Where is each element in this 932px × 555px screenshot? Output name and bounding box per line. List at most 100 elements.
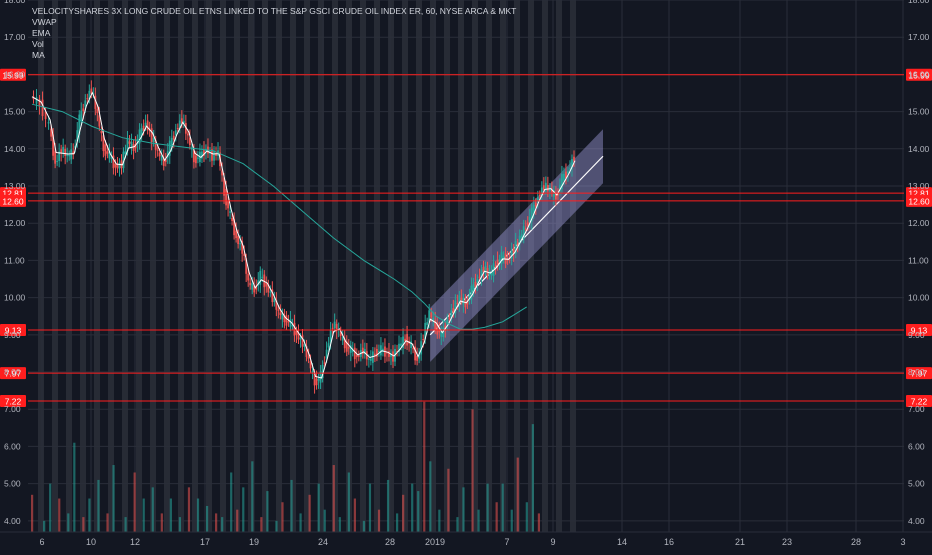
candle-body xyxy=(569,168,571,170)
level-tag-right xyxy=(906,367,932,380)
candle-body xyxy=(110,157,113,159)
indicator-ma[interactable]: MA xyxy=(32,50,45,60)
volume-bar xyxy=(299,513,302,532)
volume-bar xyxy=(133,472,136,532)
level-tag-right xyxy=(906,395,932,408)
session-band xyxy=(430,0,436,532)
volume-bar xyxy=(362,520,366,532)
candle-body xyxy=(257,280,260,286)
candle-body xyxy=(367,358,370,360)
session-band xyxy=(556,0,562,532)
candle-body xyxy=(532,204,535,215)
level-tag-label: 7.22 xyxy=(5,397,22,407)
x-tick-label: 16 xyxy=(664,537,674,547)
volume-bar xyxy=(178,517,182,532)
candle-body xyxy=(166,151,169,158)
y-tick-label: 8.00 xyxy=(908,367,925,377)
candle-body xyxy=(536,197,539,203)
candle-body xyxy=(317,378,320,381)
volume-bar xyxy=(411,483,414,532)
session-bands xyxy=(38,0,576,532)
volume-bar xyxy=(423,401,426,532)
indicator-ema[interactable]: EMA xyxy=(32,28,51,38)
volume-bar xyxy=(160,513,163,532)
session-band xyxy=(94,0,100,532)
candle-body xyxy=(237,235,240,245)
candle-body xyxy=(573,156,575,161)
candle-body xyxy=(134,144,137,149)
volume-bar xyxy=(73,442,76,532)
indicator-vwap[interactable]: VWAP xyxy=(32,17,57,27)
candle-body xyxy=(353,347,356,360)
candle-body xyxy=(422,339,425,341)
candle-body xyxy=(195,155,197,164)
candle-body xyxy=(323,362,326,364)
candle-body xyxy=(319,371,322,383)
candle-body xyxy=(470,285,473,300)
candle-body xyxy=(279,312,282,315)
candle-body xyxy=(480,269,483,278)
session-band xyxy=(304,0,310,532)
chart-legend: VELOCITYSHARES 3X LONG CRUDE OIL ETNS LI… xyxy=(32,6,516,61)
session-band xyxy=(500,0,506,532)
volume-bar xyxy=(317,483,320,532)
volume-bar xyxy=(88,498,91,532)
y-tick-label: 16.00 xyxy=(4,69,26,79)
candle-body xyxy=(565,171,567,179)
candle-body xyxy=(430,312,433,318)
x-tick-label: 24 xyxy=(318,537,328,547)
candle-body xyxy=(550,189,553,193)
candle-body xyxy=(52,134,55,156)
candle-body xyxy=(540,187,543,196)
candle-body xyxy=(450,310,453,319)
volume-bar xyxy=(456,517,459,532)
candle-body xyxy=(245,258,248,274)
volume-bar xyxy=(49,483,52,532)
candle-body xyxy=(311,371,314,373)
candle-body xyxy=(54,151,57,164)
candle-body xyxy=(313,373,316,386)
candle-body xyxy=(444,325,447,330)
volume-bar xyxy=(251,461,254,532)
y-tick-label: 4.00 xyxy=(4,516,21,526)
volume-bar xyxy=(347,472,350,532)
candle-body xyxy=(464,300,467,308)
volume-bars xyxy=(31,401,540,532)
session-band xyxy=(472,0,478,532)
candle-body xyxy=(500,252,503,264)
candle-body xyxy=(249,282,252,286)
candle-body xyxy=(462,298,465,305)
candle-body xyxy=(347,347,350,349)
candle-body xyxy=(355,354,358,358)
candle-body xyxy=(271,289,274,303)
y-tick-label: 10.00 xyxy=(908,293,930,303)
y-tick-label: 13.00 xyxy=(908,181,930,191)
candle-body xyxy=(498,259,501,262)
candle-body xyxy=(122,151,125,169)
x-axis: 6 10 12 17 19 24 28 2019 7 9 14 16 21 23 28 3 xyxy=(0,531,932,547)
y-tick-label: 15.00 xyxy=(908,107,930,117)
volume-bar xyxy=(501,483,504,532)
volume-bar xyxy=(205,505,209,532)
candle-body xyxy=(80,110,83,122)
candle-body xyxy=(259,270,262,285)
y-tick-label: 8.00 xyxy=(4,367,21,377)
candle-body xyxy=(82,108,85,112)
candle-body xyxy=(504,253,507,264)
indicator-vol[interactable]: Vol xyxy=(32,39,44,49)
candle-body xyxy=(567,171,569,174)
y-tick-label: 9.00 xyxy=(908,330,925,340)
session-band xyxy=(542,0,548,532)
candle-body xyxy=(390,353,392,357)
volume-bar xyxy=(187,487,191,532)
volume-bar xyxy=(471,409,474,532)
candle-body xyxy=(227,200,229,209)
session-band xyxy=(514,0,520,532)
session-band xyxy=(360,0,366,532)
candle-body xyxy=(116,165,119,169)
volume-bar xyxy=(230,472,233,532)
candle-body xyxy=(295,331,298,335)
session-band xyxy=(262,0,268,532)
session-band xyxy=(220,0,226,532)
